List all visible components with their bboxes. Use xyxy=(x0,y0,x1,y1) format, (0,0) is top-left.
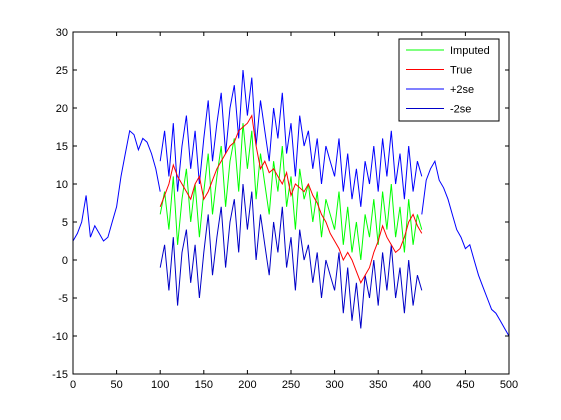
y-tick-label: 0 xyxy=(62,255,68,267)
legend: Imputed True +2se -2se xyxy=(398,38,500,122)
observed-series-line-2 xyxy=(421,159,510,337)
x-tick-label: 400 xyxy=(413,379,431,391)
x-axis: 0 50 100 150 200 250 300 350 400 450 500 xyxy=(70,32,518,391)
x-tick-label: 100 xyxy=(151,379,169,391)
x-tick-label: 250 xyxy=(282,379,300,391)
legend-box xyxy=(398,38,500,122)
series-layer xyxy=(72,69,510,337)
y-tick-label: -15 xyxy=(52,369,68,381)
series-line-true xyxy=(159,114,423,284)
y-tick-label: 5 xyxy=(62,217,68,229)
series-line-imputed xyxy=(159,123,423,261)
x-tick-label: 300 xyxy=(325,379,343,391)
x-tick-label: 500 xyxy=(500,379,518,391)
x-tick-label: 450 xyxy=(456,379,474,391)
y-tick-label: 15 xyxy=(56,141,68,153)
legend-label-2se: +2se xyxy=(450,84,474,96)
y-tick-label: 25 xyxy=(56,65,68,77)
x-tick-label: 150 xyxy=(195,379,213,391)
legend-label-true: True xyxy=(450,65,472,77)
series-line-2se xyxy=(159,183,423,329)
y-tick-label: 30 xyxy=(56,27,68,39)
x-tick-label: 50 xyxy=(110,379,122,391)
observed-series-line-1 xyxy=(72,129,161,242)
x-tick-label: 200 xyxy=(238,379,256,391)
x-tick-label: 0 xyxy=(70,379,76,391)
series-line-2se xyxy=(159,69,423,207)
y-tick-label: 20 xyxy=(56,103,68,115)
legend-label-imputed: Imputed xyxy=(450,45,490,57)
y-tick-label: -10 xyxy=(52,331,68,343)
y-axis: -15 -10 -5 0 5 10 15 20 25 30 xyxy=(52,27,509,381)
legend-label-2se: -2se xyxy=(450,104,471,116)
x-tick-label: 350 xyxy=(369,379,387,391)
y-tick-label: 10 xyxy=(56,179,68,191)
y-tick-label: -5 xyxy=(58,293,68,305)
